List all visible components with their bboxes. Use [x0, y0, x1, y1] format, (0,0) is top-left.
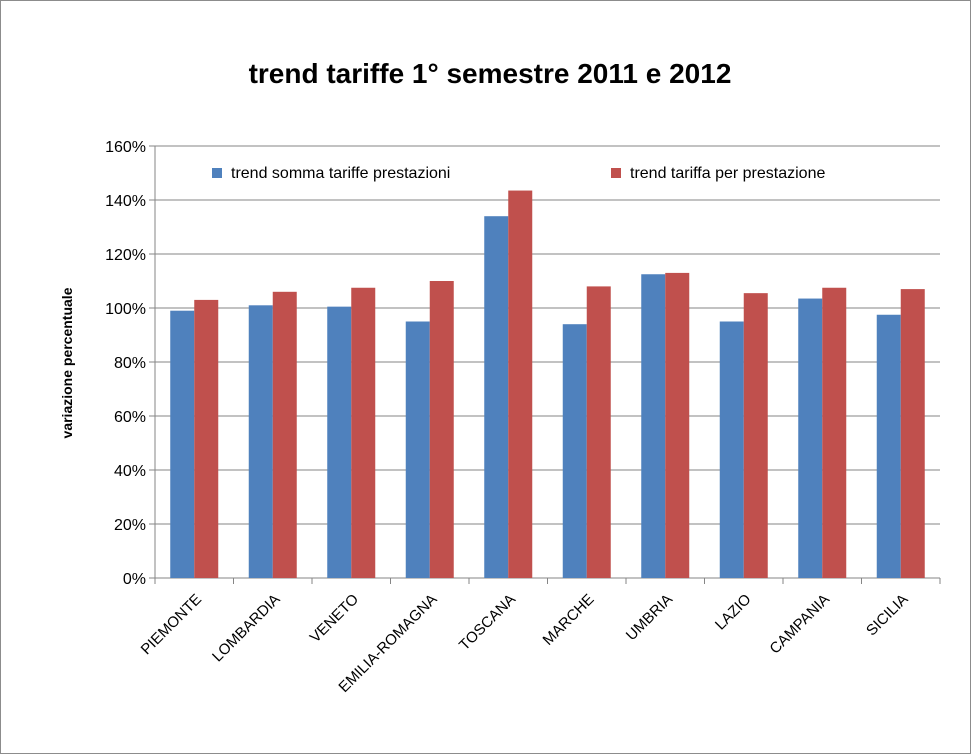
legend: trend somma tariffe prestazioni trend tar… [212, 165, 825, 182]
x-tick-label: MARCHE [540, 591, 598, 649]
y-tick-label: 140% [105, 193, 146, 210]
y-tick-label: 20% [114, 517, 146, 534]
bar-somma-emilia-romagna [405, 321, 430, 578]
bar-tariffa-lazio [743, 293, 768, 578]
legend-label: trend tariffa per prestazione [630, 165, 825, 182]
bar-somma-lazio [719, 321, 744, 578]
x-tick-label: TOSCANA [456, 591, 519, 654]
y-tick-labels: 0% 20% 40% 60% 80% 100% 120% 140% 160% [105, 139, 146, 588]
bar-somma-lombardia [248, 305, 273, 578]
bar-tariffa-sicilia [900, 289, 925, 578]
x-tick-label: PIEMONTE [138, 591, 205, 658]
legend-swatch [611, 168, 621, 178]
x-tick-label: LOMBARDIA [209, 591, 284, 666]
y-tick-label: 100% [105, 301, 146, 318]
bar-somma-marche [562, 324, 587, 578]
bar-somma-sicilia [876, 314, 901, 578]
bar-somma-veneto [327, 306, 352, 578]
bar-somma-campania [798, 298, 823, 578]
chart-title: trend tariffe 1° semestre 2011 e 2012 [249, 58, 732, 89]
bar-tariffa-umbria [665, 272, 690, 578]
y-axis-label: variazione percentuale [59, 287, 75, 438]
bar-tariffa-emilia-romagna [429, 281, 454, 578]
bar-tariffa-campania [822, 287, 847, 578]
x-tick-label: LAZIO [712, 591, 755, 634]
legend-label: trend somma tariffe prestazioni [231, 165, 450, 182]
x-tick-label: VENETO [307, 591, 362, 646]
bars [170, 190, 925, 579]
bar-tariffa-toscana [508, 190, 533, 579]
y-tick-label: 120% [105, 247, 146, 264]
bar-tariffa-lombardia [272, 291, 297, 578]
bar-tariffa-marche [586, 286, 611, 578]
bar-somma-umbria [641, 274, 666, 578]
y-tick-label: 80% [114, 355, 146, 372]
y-tick-label: 0% [123, 571, 146, 588]
y-tick-label: 40% [114, 463, 146, 480]
bar-tariffa-piemonte [194, 299, 219, 578]
bar-tariffa-veneto [351, 287, 376, 578]
x-tick-label: SICILIA [863, 591, 912, 640]
legend-swatch [212, 168, 222, 178]
x-tick-label: UMBRIA [623, 591, 676, 644]
bar-somma-piemonte [170, 310, 195, 578]
y-tick-label: 60% [114, 409, 146, 426]
y-tick-label: 160% [105, 139, 146, 156]
x-tick-label: CAMPANIA [766, 591, 833, 658]
bar-somma-toscana [484, 216, 509, 578]
